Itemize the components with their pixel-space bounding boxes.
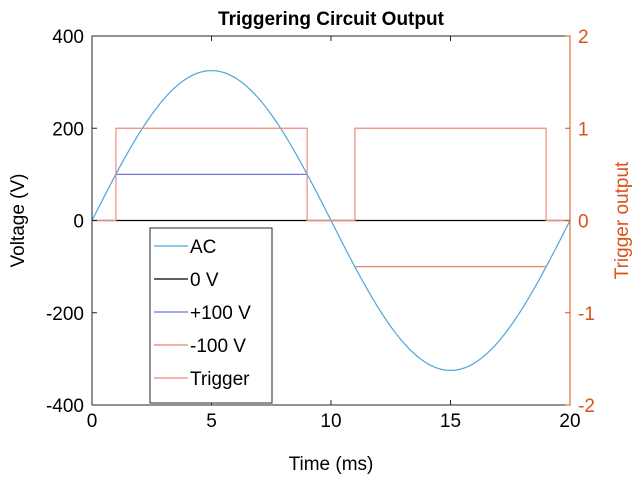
plot-area	[91, 69, 571, 372]
y-right-tick-label: -2	[578, 396, 595, 417]
y-axis-right-label: Trigger output	[612, 161, 633, 279]
y-axis-label: Voltage (V)	[8, 174, 29, 268]
legend-label: +100 V	[190, 303, 251, 324]
series-line-4	[92, 127, 570, 222]
y-right-tick-label: 1	[578, 119, 589, 140]
y-right-tick-label: 2	[578, 27, 589, 48]
x-tick-label: 10	[320, 411, 341, 432]
y-right-tick-label: 0	[578, 212, 589, 233]
axis-ticks: 0 5 10 15 20 -400 -200 0 200 400 -2 -1 0 1 2	[46, 27, 595, 432]
legend-label: 0 V	[190, 270, 219, 291]
legend: AC 0 V +100 V -100 V Trigger	[149, 227, 273, 404]
legend-label: Trigger	[190, 369, 250, 390]
y-tick-label: 200	[52, 119, 84, 140]
y-tick-label: -200	[46, 304, 84, 325]
y-tick-label: 400	[52, 27, 84, 48]
x-axis-label: Time (ms)	[289, 454, 374, 475]
x-tick-label: 0	[87, 411, 98, 432]
y-tick-label: 0	[73, 212, 84, 233]
x-tick-label: 20	[559, 411, 580, 432]
legend-label: -100 V	[190, 336, 246, 357]
legend-box	[149, 227, 273, 404]
legend-label: AC	[190, 237, 216, 258]
chart-title: Triggering Circuit Output	[218, 9, 445, 30]
y-tick-label: -400	[46, 396, 84, 417]
x-tick-label: 5	[206, 411, 217, 432]
x-tick-label: 15	[440, 411, 461, 432]
y-right-tick-label: -1	[578, 304, 595, 325]
